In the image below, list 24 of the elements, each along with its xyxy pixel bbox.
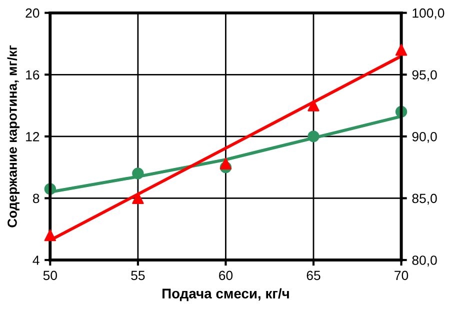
point (132, 192, 144, 204)
y2-tick-label: 80,0 (412, 256, 437, 266)
x-tick-label: 65 (306, 270, 320, 280)
point (44, 229, 56, 242)
x-axis-title: Подача смеси, кг/ч (162, 288, 289, 302)
y2-tick-label: 85,0 (412, 194, 437, 205)
y2-tick-label: 95,0 (412, 70, 437, 82)
x-tick-label: 55 (131, 270, 145, 280)
point (220, 158, 232, 170)
point (395, 44, 408, 56)
y-tick-label: 16 (26, 70, 40, 80)
y2-tick-label: 100,0 (412, 8, 444, 20)
y-tick-label: 4 (32, 256, 40, 265)
point (308, 100, 320, 112)
y-tick-label: 8 (32, 194, 40, 204)
point (308, 130, 320, 142)
x-tick-label: 70 (394, 270, 408, 280)
y-tick-label: 12 (26, 132, 40, 142)
x-tick-label: 60 (219, 270, 233, 280)
y-axis-title: Содержание каротина, мг/кг (7, 45, 20, 228)
x-tick-label: 50 (43, 270, 57, 280)
point (132, 168, 144, 180)
y2-tick-label: 90,0 (412, 132, 437, 143)
y-tick-label: 20 (26, 8, 40, 18)
